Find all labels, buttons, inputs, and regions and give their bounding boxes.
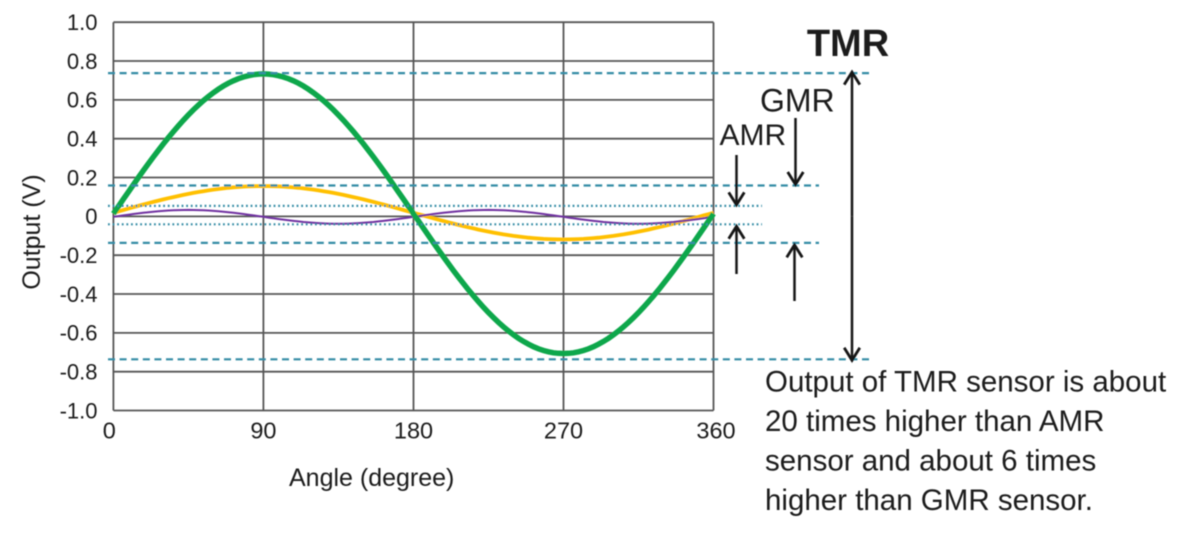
svg-text:GMR: GMR: [760, 83, 835, 119]
svg-text:-0.8: -0.8: [60, 360, 98, 385]
svg-text:20 times higher than AMR: 20 times higher than AMR: [765, 405, 1104, 438]
svg-text:0: 0: [85, 204, 97, 229]
svg-text:Output of TMR sensor is about: Output of TMR sensor is about: [765, 366, 1166, 399]
svg-text:360: 360: [696, 418, 735, 444]
svg-text:0.4: 0.4: [67, 127, 98, 152]
svg-text:1.0: 1.0: [67, 10, 98, 35]
svg-text:-0.2: -0.2: [60, 243, 98, 268]
svg-text:90: 90: [250, 418, 276, 444]
svg-text:-0.4: -0.4: [60, 282, 98, 307]
svg-text:270: 270: [544, 418, 583, 444]
svg-text:Angle (degree): Angle (degree): [289, 464, 454, 492]
svg-text:higher than GMR sensor.: higher than GMR sensor.: [765, 484, 1093, 517]
svg-text:-1.0: -1.0: [60, 398, 98, 423]
svg-text:-0.6: -0.6: [60, 321, 98, 346]
svg-text:0: 0: [103, 418, 116, 444]
svg-text:sensor and about 6 times: sensor and about 6 times: [765, 445, 1096, 478]
svg-text:180: 180: [394, 418, 433, 444]
svg-text:TMR: TMR: [807, 23, 889, 65]
svg-text:Output (V): Output (V): [18, 174, 46, 289]
svg-text:0.8: 0.8: [67, 49, 98, 74]
svg-text:0.2: 0.2: [67, 165, 98, 190]
svg-text:0.6: 0.6: [67, 88, 98, 113]
svg-text:AMR: AMR: [720, 119, 787, 152]
